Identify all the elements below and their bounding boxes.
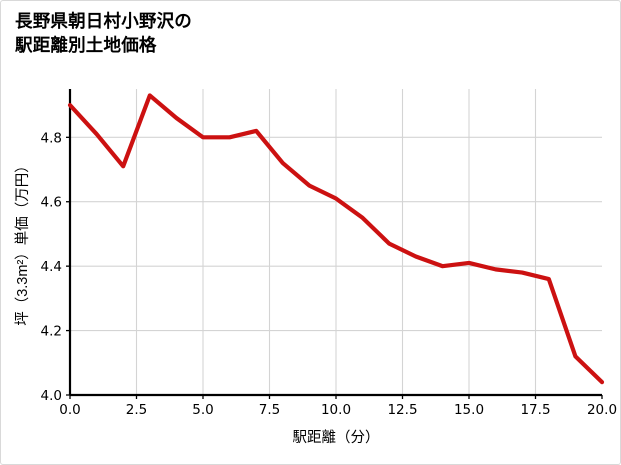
y-tick-label: 4.0	[41, 388, 62, 404]
x-tick-label: 2.5	[126, 402, 147, 418]
y-tick-label: 4.6	[41, 195, 62, 211]
x-tick-label: 17.5	[520, 402, 550, 418]
data-series-line	[67, 93, 605, 385]
x-axis-title: 駅距離（分）	[293, 428, 380, 446]
x-axis-tick-labels: 0.0 2.5 5.0 7.5 10.0 12.5 15.0 17.5 20.0	[59, 402, 617, 418]
axis-spines	[68, 89, 602, 397]
x-tick-label: 7.5	[259, 402, 280, 418]
x-tick-label: 5.0	[192, 402, 213, 418]
y-tick-label: 4.2	[41, 324, 62, 340]
x-tick-label: 20.0	[587, 402, 617, 418]
gridlines-group	[70, 89, 602, 395]
y-tick-label: 4.4	[41, 259, 62, 275]
x-tick-label: 15.0	[454, 402, 484, 418]
page-title: 長野県朝日村小野沢の 駅距離別土地価格	[15, 11, 192, 55]
y-axis-title: 坪（3.3m²）単価（万円）	[14, 158, 31, 326]
x-tick-label: 0.0	[59, 402, 80, 418]
y-axis-tick-labels: 4.0 4.2 4.4 4.6 4.8	[41, 130, 62, 404]
x-tick-label: 10.0	[321, 402, 351, 418]
x-tick-label: 12.5	[387, 402, 417, 418]
plot-area	[70, 89, 602, 395]
y-tick-label: 4.8	[41, 130, 62, 146]
